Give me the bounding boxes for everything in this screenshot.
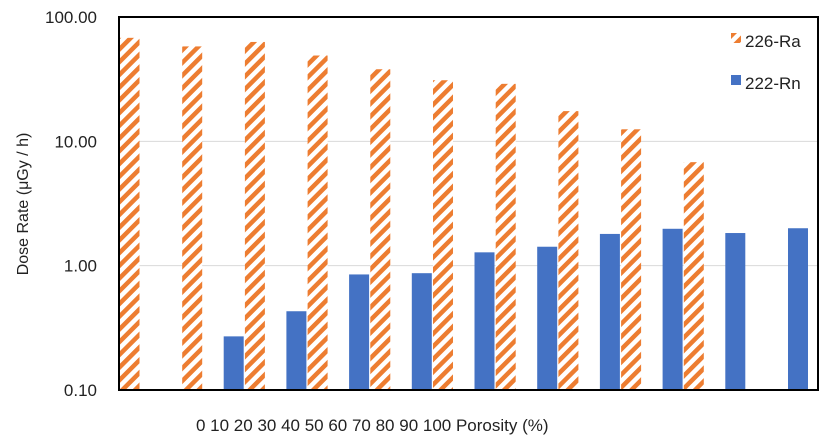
legend: 226-Ra 222-Rn — [731, 32, 801, 93]
legend-label-222-rn: 222-Rn — [745, 74, 801, 93]
bar-222-rn-40 — [411, 273, 432, 390]
bar-222-rn-90 — [725, 233, 746, 390]
bar-226-ra-80 — [621, 129, 642, 391]
legend-label-226-ra: 226-Ra — [745, 32, 801, 51]
bar-226-ra-30 — [307, 55, 328, 391]
bar-222-rn-80 — [662, 228, 683, 390]
bar-222-rn-50 — [474, 252, 495, 390]
y-axis-ticks: 0.10 1.00 10.00 100.00 — [45, 8, 97, 400]
legend-swatch-226-ra — [731, 33, 741, 43]
bar-226-ra-50 — [433, 80, 453, 391]
bar-222-rn-70 — [599, 233, 620, 390]
bar-226-ra-10 — [182, 46, 203, 390]
y-axis-title: Dose Rate (μGy / h) — [15, 133, 32, 276]
bar-226-ra-0 — [119, 37, 140, 390]
bar-226-ra-40 — [370, 69, 391, 391]
bar-222-rn-100 — [788, 228, 808, 390]
y-tick-label: 10.00 — [54, 132, 97, 151]
bar-226-ra-60 — [495, 83, 516, 390]
gridlines — [119, 140, 818, 267]
bar-222-rn-30 — [349, 274, 370, 390]
bar-222-rn-60 — [537, 246, 558, 390]
bar-222-rn-20 — [286, 311, 307, 390]
bar-226-ra-70 — [558, 111, 579, 390]
plot-area-border — [118, 16, 819, 391]
y-tick-label: 1.00 — [64, 257, 97, 276]
x-axis-label: 0 10 20 30 40 50 60 70 80 90 100 Porosit… — [196, 416, 549, 435]
legend-swatch-222-rn — [731, 75, 741, 85]
bar-222-rn-10 — [223, 336, 244, 390]
bar-226-ra-20 — [244, 41, 265, 390]
y-tick-label: 100.00 — [45, 8, 97, 27]
bars — [119, 37, 808, 391]
bar-226-ra-90 — [683, 162, 704, 390]
y-tick-label: 0.10 — [64, 381, 97, 400]
